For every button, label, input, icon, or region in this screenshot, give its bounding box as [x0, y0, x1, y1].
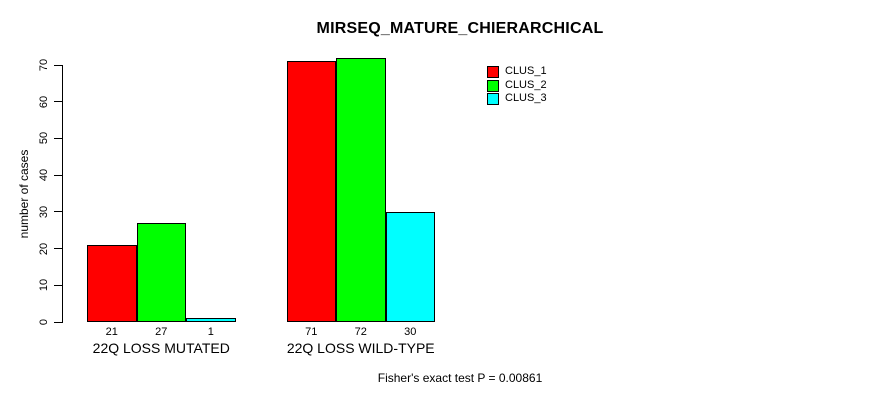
y-tick-label: 50	[38, 132, 50, 145]
bar-value-label: 1	[207, 326, 214, 338]
chart-title: MIRSEQ_MATURE_CHIERARCHICAL	[316, 20, 604, 37]
y-tick-label: 0	[38, 318, 50, 326]
y-tick-mark	[54, 211, 62, 213]
legend-swatch-clus_1	[487, 66, 499, 78]
category-label: 22Q LOSS WILD-TYPE	[286, 340, 435, 356]
legend-label: CLUS_1	[505, 65, 547, 77]
bar-clus_1-group2	[286, 61, 336, 322]
bar-value-label: 27	[155, 326, 168, 338]
legend-swatch-clus_3	[487, 93, 499, 105]
bar-clus_3-group2	[385, 211, 435, 322]
y-tick-label: 10	[38, 279, 50, 292]
annotation-text: Fisher's exact test P = 0.00861	[377, 371, 543, 385]
y-tick-mark	[54, 101, 62, 103]
bar-value-label: 72	[354, 326, 367, 338]
y-axis-line	[62, 65, 63, 323]
y-tick-label: 20	[38, 242, 50, 255]
bar-clus_1-group1	[87, 244, 137, 322]
y-tick-mark	[54, 137, 62, 139]
bar-clus_3-group1	[186, 318, 236, 322]
y-axis-title: number of cases	[17, 149, 31, 239]
y-tick-label: 40	[38, 169, 50, 182]
y-tick-label: 60	[38, 95, 50, 108]
y-tick-mark	[54, 284, 62, 286]
category-label: 22Q LOSS MUTATED	[92, 340, 230, 356]
y-tick-mark	[54, 174, 62, 176]
bar-value-label: 30	[404, 326, 417, 338]
y-tick-mark	[54, 64, 62, 66]
bar-value-label: 71	[305, 326, 318, 338]
legend-label: CLUS_2	[505, 78, 547, 91]
y-tick-mark	[54, 321, 62, 323]
legend-label: CLUS_3	[505, 92, 547, 104]
y-tick-label: 30	[38, 205, 50, 218]
bar-clus_2-group2	[336, 57, 386, 322]
bar-clus_2-group1	[136, 222, 186, 322]
bar-value-label: 21	[105, 326, 118, 338]
y-tick-label: 70	[38, 58, 50, 72]
y-tick-mark	[54, 248, 62, 250]
legend-swatch-clus_2	[487, 79, 499, 92]
